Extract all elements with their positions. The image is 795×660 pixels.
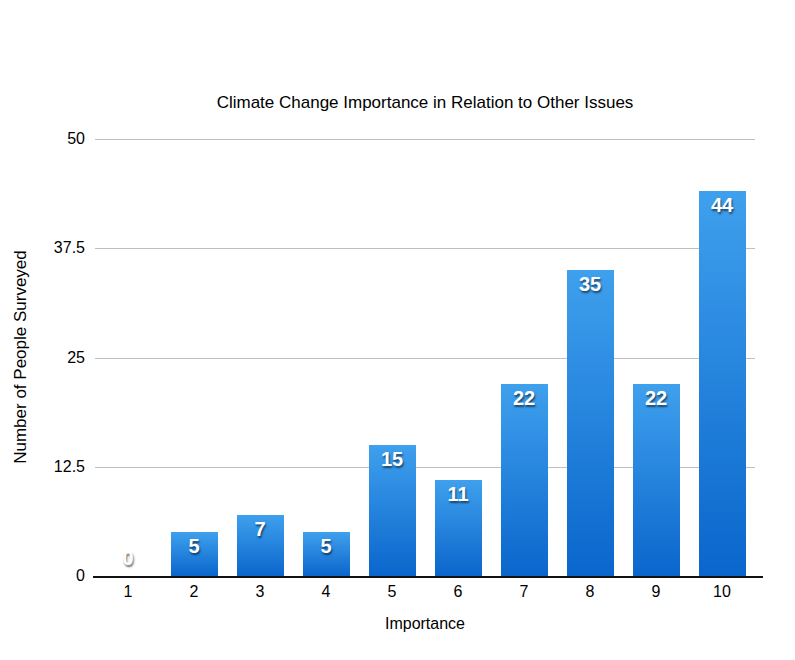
bar: 35 [567, 270, 614, 576]
bar-slot: 5 [161, 139, 227, 576]
plot-area: 0575151122352244 [95, 139, 755, 576]
x-tick-label: 9 [623, 583, 689, 601]
bar-slot: 0 [95, 139, 161, 576]
y-tick-label: 0 [0, 567, 85, 585]
bar-value-label: 0 [95, 547, 161, 570]
bar-value-label: 15 [369, 448, 416, 471]
bar: 5 [303, 532, 350, 576]
bar: 15 [369, 445, 416, 576]
bar-slot: 11 [425, 139, 491, 576]
bar-slot: 5 [293, 139, 359, 576]
bar-slot: 44 [689, 139, 755, 576]
y-tick-label: 37.5 [0, 239, 85, 257]
bar-value-label: 11 [435, 483, 482, 506]
x-tick-label: 4 [293, 583, 359, 601]
x-axis-tick-labels: 12345678910 [95, 583, 755, 601]
y-tick-label: 12.5 [0, 458, 85, 476]
bar: 22 [633, 384, 680, 576]
bar-value-label: 44 [699, 194, 746, 217]
bar-value-label: 22 [501, 387, 548, 410]
bar-slot: 35 [557, 139, 623, 576]
bar: 5 [171, 532, 218, 576]
bar: 44 [699, 191, 746, 576]
y-tick-label: 50 [0, 130, 85, 148]
x-tick-label: 7 [491, 583, 557, 601]
bar-slot: 7 [227, 139, 293, 576]
bar-slot: 15 [359, 139, 425, 576]
x-tick-label: 2 [161, 583, 227, 601]
chart-title: Climate Change Importance in Relation to… [95, 93, 755, 113]
x-axis-line [93, 576, 763, 578]
bar-slot: 22 [623, 139, 689, 576]
x-tick-label: 5 [359, 583, 425, 601]
x-tick-label: 1 [95, 583, 161, 601]
y-axis-tick-labels: 012.52537.550 [0, 139, 85, 576]
x-tick-label: 8 [557, 583, 623, 601]
bar-value-label: 5 [303, 535, 350, 558]
bar: 22 [501, 384, 548, 576]
x-tick-label: 3 [227, 583, 293, 601]
bar-value-label: 35 [567, 273, 614, 296]
bar-value-label: 5 [171, 535, 218, 558]
x-tick-label: 6 [425, 583, 491, 601]
bar-value-label: 7 [237, 518, 284, 541]
bar-value-label: 22 [633, 387, 680, 410]
bar: 7 [237, 515, 284, 576]
bar-slot: 22 [491, 139, 557, 576]
y-tick-label: 25 [0, 349, 85, 367]
x-tick-label: 10 [689, 583, 755, 601]
bar: 11 [435, 480, 482, 576]
bar-chart: Climate Change Importance in Relation to… [0, 0, 795, 660]
bars: 0575151122352244 [95, 139, 755, 576]
x-axis-title: Importance [95, 615, 755, 633]
